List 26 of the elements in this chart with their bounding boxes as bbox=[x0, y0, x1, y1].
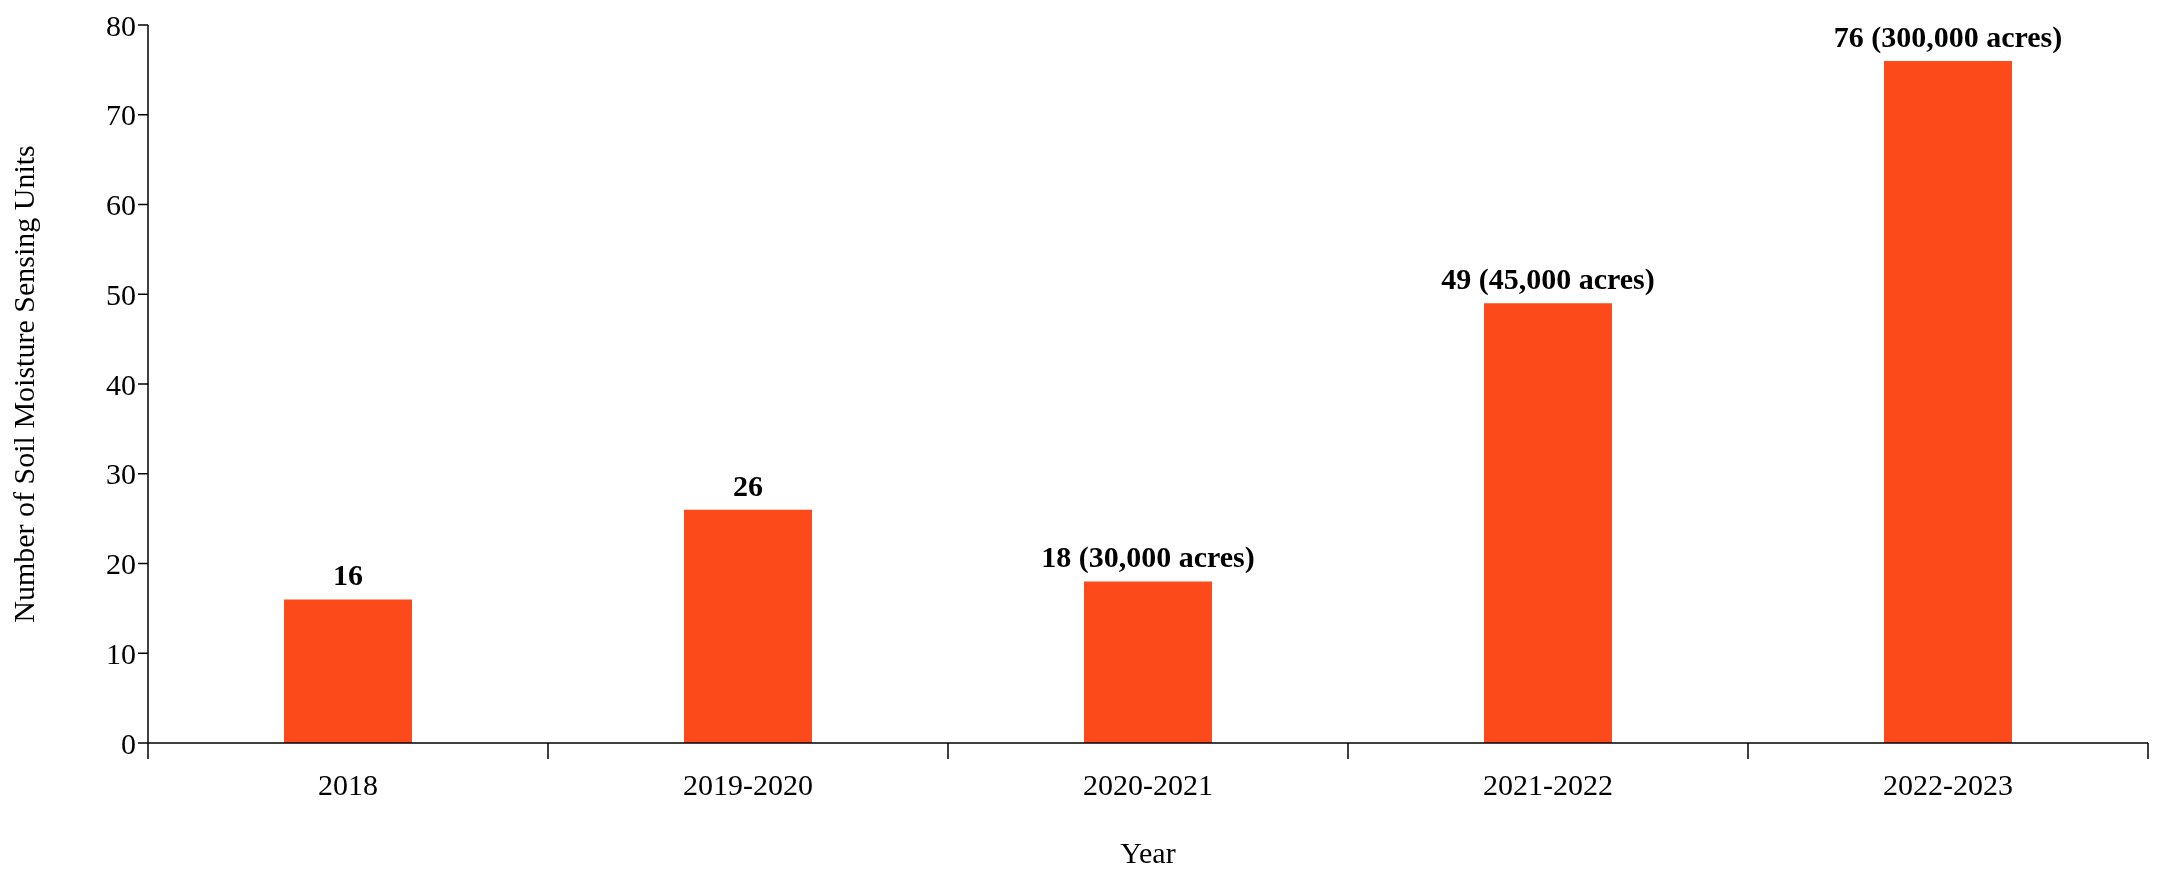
data-label: 49 (45,000 acres) bbox=[1441, 262, 1655, 297]
x-tick-label: 2019-2020 bbox=[683, 768, 813, 801]
y-tick-label: 50 bbox=[106, 277, 136, 311]
y-tick-label: 80 bbox=[106, 8, 136, 42]
data-label: 18 (30,000 acres) bbox=[1041, 540, 1255, 575]
x-tick-label: 2021-2022 bbox=[1483, 768, 1613, 801]
data-label: 26 bbox=[733, 468, 763, 502]
bar bbox=[1084, 581, 1212, 743]
x-tick-label: 2022-2023 bbox=[1883, 768, 2013, 801]
x-tick-label: 2018 bbox=[318, 768, 378, 801]
y-tick-label: 70 bbox=[106, 98, 136, 132]
data-label: 76 (300,000 acres) bbox=[1833, 19, 2063, 54]
y-tick-label: 10 bbox=[106, 636, 136, 670]
data-label: 16 bbox=[333, 558, 363, 592]
x-axis-title: Year bbox=[1120, 836, 1176, 869]
y-tick-label: 60 bbox=[106, 188, 136, 222]
bar bbox=[1484, 303, 1612, 743]
bar bbox=[284, 599, 412, 743]
bar bbox=[1884, 60, 2012, 743]
bar bbox=[684, 509, 812, 743]
y-tick-label: 20 bbox=[106, 547, 136, 581]
x-tick-label: 2020-2021 bbox=[1083, 768, 1213, 801]
y-tick-label: 0 bbox=[121, 726, 136, 760]
y-axis-title: Number of Soil Moisture Sensing Units bbox=[6, 145, 40, 623]
y-tick-label: 40 bbox=[106, 367, 136, 401]
y-tick-label: 30 bbox=[106, 457, 136, 491]
